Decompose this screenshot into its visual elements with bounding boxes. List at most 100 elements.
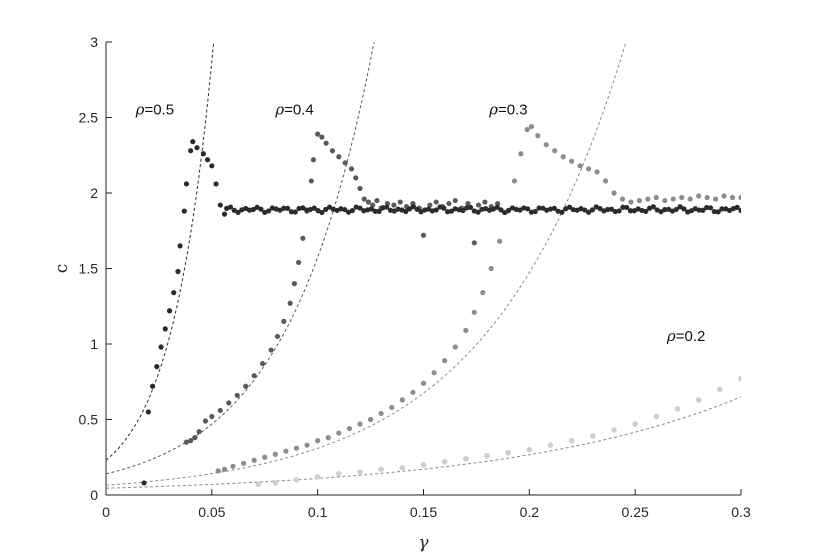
data-point: [498, 207, 504, 213]
data-point: [221, 466, 228, 472]
data-point: [262, 454, 268, 460]
series-label-symbol: ρ: [488, 100, 498, 118]
data-point: [608, 206, 615, 212]
data-point: [552, 148, 558, 154]
data-point: [181, 208, 187, 214]
data-point: [234, 392, 240, 398]
data-point: [679, 194, 685, 201]
data-point: [566, 204, 573, 210]
data-point: [494, 204, 500, 210]
data-point: [715, 209, 721, 215]
data-point: [162, 326, 168, 332]
data-point: [258, 206, 264, 212]
data-point: [274, 333, 281, 340]
data-point: [632, 421, 638, 427]
data-point: [524, 126, 530, 133]
data-point: [285, 205, 291, 211]
y-tick-label: 1: [90, 336, 98, 352]
data-point: [511, 178, 518, 184]
data-point: [246, 207, 253, 213]
data-point: [292, 209, 298, 215]
data-point: [460, 207, 466, 214]
y-tick-label: 0.5: [79, 412, 99, 428]
data-point: [433, 199, 439, 205]
data-point: [300, 205, 306, 211]
data-point: [149, 383, 156, 389]
data-point: [406, 206, 413, 212]
data-point: [281, 205, 287, 211]
data-point: [291, 281, 297, 287]
data-point: [463, 327, 469, 334]
series-plateau-points: [224, 204, 741, 216]
data-point: [230, 463, 236, 469]
data-point: [251, 373, 257, 379]
data-point: [704, 204, 710, 211]
data-point: [260, 361, 266, 367]
series-label: ρ=0.2: [666, 327, 705, 345]
data-point: [528, 123, 535, 130]
data-point: [342, 206, 348, 213]
data-point: [452, 344, 458, 350]
data-point: [441, 205, 447, 211]
data-point: [315, 131, 321, 137]
data-point: [518, 151, 524, 157]
data-point: [484, 452, 490, 459]
plot-area: [106, 42, 741, 489]
data-point: [235, 209, 241, 215]
data-point: [357, 421, 363, 427]
data-point: [543, 142, 549, 148]
data-point: [231, 207, 237, 213]
data-point: [586, 209, 592, 215]
data-point: [342, 160, 348, 166]
data-point: [551, 205, 557, 211]
data-point: [734, 204, 740, 210]
data-point: [597, 206, 603, 212]
data-point: [540, 205, 546, 211]
data-point: [569, 158, 575, 164]
data-point: [738, 375, 741, 382]
data-point: [707, 205, 714, 211]
series-label: ρ=0.4: [274, 100, 313, 118]
data-point: [717, 386, 723, 393]
data-point: [283, 448, 289, 454]
data-point: [441, 458, 448, 465]
data-point: [624, 204, 630, 211]
data-point: [517, 207, 523, 213]
data-point: [431, 370, 437, 376]
data-point: [627, 208, 634, 214]
data-point: [738, 194, 741, 201]
data-point: [217, 202, 223, 208]
series-points: [183, 131, 501, 445]
data-point: [268, 347, 274, 353]
data-point: [713, 196, 719, 202]
x-tick-label: 0.15: [410, 504, 437, 520]
data-point: [361, 196, 367, 202]
data-point: [175, 268, 181, 275]
data-point: [217, 407, 223, 414]
data-point: [475, 202, 482, 208]
y-tick-label: 2.5: [79, 110, 99, 126]
x-tick-label: 0.25: [622, 504, 649, 520]
data-point: [323, 206, 329, 213]
data-point: [620, 204, 626, 210]
data-point: [243, 383, 249, 389]
data-point: [308, 178, 314, 184]
data-point: [158, 344, 164, 350]
dashed-curve: [106, 42, 375, 475]
data-point: [205, 157, 211, 163]
data-point: [325, 435, 331, 441]
data-point: [526, 446, 533, 453]
data-point: [570, 207, 576, 213]
data-point: [378, 410, 384, 417]
data-point: [287, 300, 293, 306]
series-label-symbol: ρ: [135, 100, 145, 118]
data-point: [196, 428, 202, 435]
data-point: [695, 397, 702, 403]
data-point: [319, 134, 325, 140]
x-tick-label: 0.3: [731, 504, 751, 520]
data-point: [636, 197, 643, 204]
data-point: [346, 425, 353, 432]
data-point: [616, 208, 622, 214]
series-label-value: =0.5: [144, 101, 174, 118]
y-tick-label: 0: [90, 487, 98, 503]
